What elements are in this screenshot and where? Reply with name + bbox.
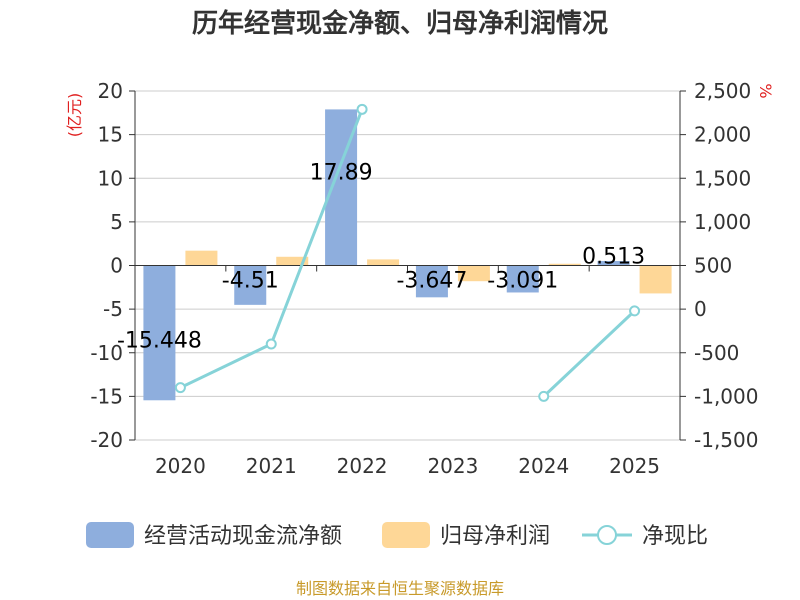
cashflow-data-label: -15.448 — [117, 329, 202, 354]
ratio-point — [265, 338, 277, 350]
cashflow-data-label: 0.513 — [582, 245, 645, 270]
net-profit-bar — [548, 263, 581, 266]
left-tick-label: 20 — [98, 79, 123, 103]
ratio-point — [356, 103, 368, 115]
ratio-line-segment — [542, 309, 636, 398]
bars — [143, 109, 672, 401]
right-tick-label: 0 — [694, 297, 707, 321]
left-tick-label: 10 — [98, 166, 123, 190]
x-tick-label: 2025 — [609, 454, 660, 478]
left-tick-label: 15 — [98, 123, 123, 147]
legend-net-profit-swatch — [382, 522, 430, 548]
net-profit-bar — [639, 265, 672, 294]
x-tick-label: 2023 — [427, 454, 478, 478]
x-tick-label: 2024 — [518, 454, 569, 478]
right-tick-label: 500 — [694, 254, 732, 278]
left-tick-label: -20 — [90, 428, 123, 452]
cashflow-data-label: 17.89 — [310, 161, 373, 186]
left-tick-label: -15 — [90, 384, 123, 408]
right-tick-label: 2,000 — [694, 123, 751, 147]
ratio-point — [538, 390, 550, 402]
left-axis-unit: (亿元) — [65, 93, 84, 138]
cashflow-bar — [143, 265, 176, 401]
left-tick-label: 0 — [110, 254, 123, 278]
right-tick-label: -1,000 — [694, 384, 758, 408]
cashflow-bar — [597, 261, 630, 266]
cashflow-data-label: -3.647 — [396, 269, 467, 294]
source-note: 制图数据来自恒生聚源数据库 — [296, 579, 504, 598]
right-tick-label: 2,500 — [694, 79, 751, 103]
right-axis-unit: % — [756, 83, 775, 98]
ratio-point — [629, 305, 641, 317]
legend-ratio-label: 净现比 — [642, 524, 708, 549]
left-tick-label: 5 — [110, 210, 123, 234]
data-labels: -15.448 -4.51 17.89 -3.647 -3.091 0.513 — [117, 161, 645, 354]
cashflow-bar — [234, 265, 267, 305]
left-tick-label: -5 — [103, 297, 123, 321]
legend-net-profit-label: 归母净利润 — [440, 524, 550, 549]
right-tick-label: 1,000 — [694, 210, 751, 234]
right-tick-label: -1,500 — [694, 428, 758, 452]
net-profit-bar — [185, 250, 218, 266]
legend: 经营活动现金流净额 归母净利润 净现比 — [86, 522, 708, 549]
legend-cashflow-swatch — [86, 522, 134, 548]
net-profit-bar — [367, 259, 400, 266]
right-tick-label: 1,500 — [694, 166, 751, 190]
left-tick-label: -10 — [90, 341, 123, 365]
cashflow-bar — [506, 265, 539, 293]
x-tick-label: 2020 — [155, 454, 206, 478]
net-profit-bar — [276, 256, 309, 266]
cashflow-data-label: -3.091 — [487, 269, 558, 294]
x-tick-label: 2021 — [246, 454, 297, 478]
net-profit-bar — [457, 265, 490, 282]
ratio-point — [174, 382, 186, 394]
chart-title: 历年经营现金净额、归母净利润情况 — [192, 8, 608, 39]
x-tick-label: 2022 — [337, 454, 388, 478]
legend-ratio-marker — [597, 525, 617, 545]
cashflow-bar — [415, 265, 448, 298]
cashflow-data-label: -4.51 — [222, 269, 279, 294]
right-tick-label: -500 — [694, 341, 739, 365]
legend-cashflow-label: 经营活动现金流净额 — [144, 524, 342, 549]
ratio-line — [174, 103, 641, 402]
axes: 20 15 10 5 0 -5 -10 -15 -20 2,500 2,000 1,500 1,000 5… — [90, 79, 758, 478]
